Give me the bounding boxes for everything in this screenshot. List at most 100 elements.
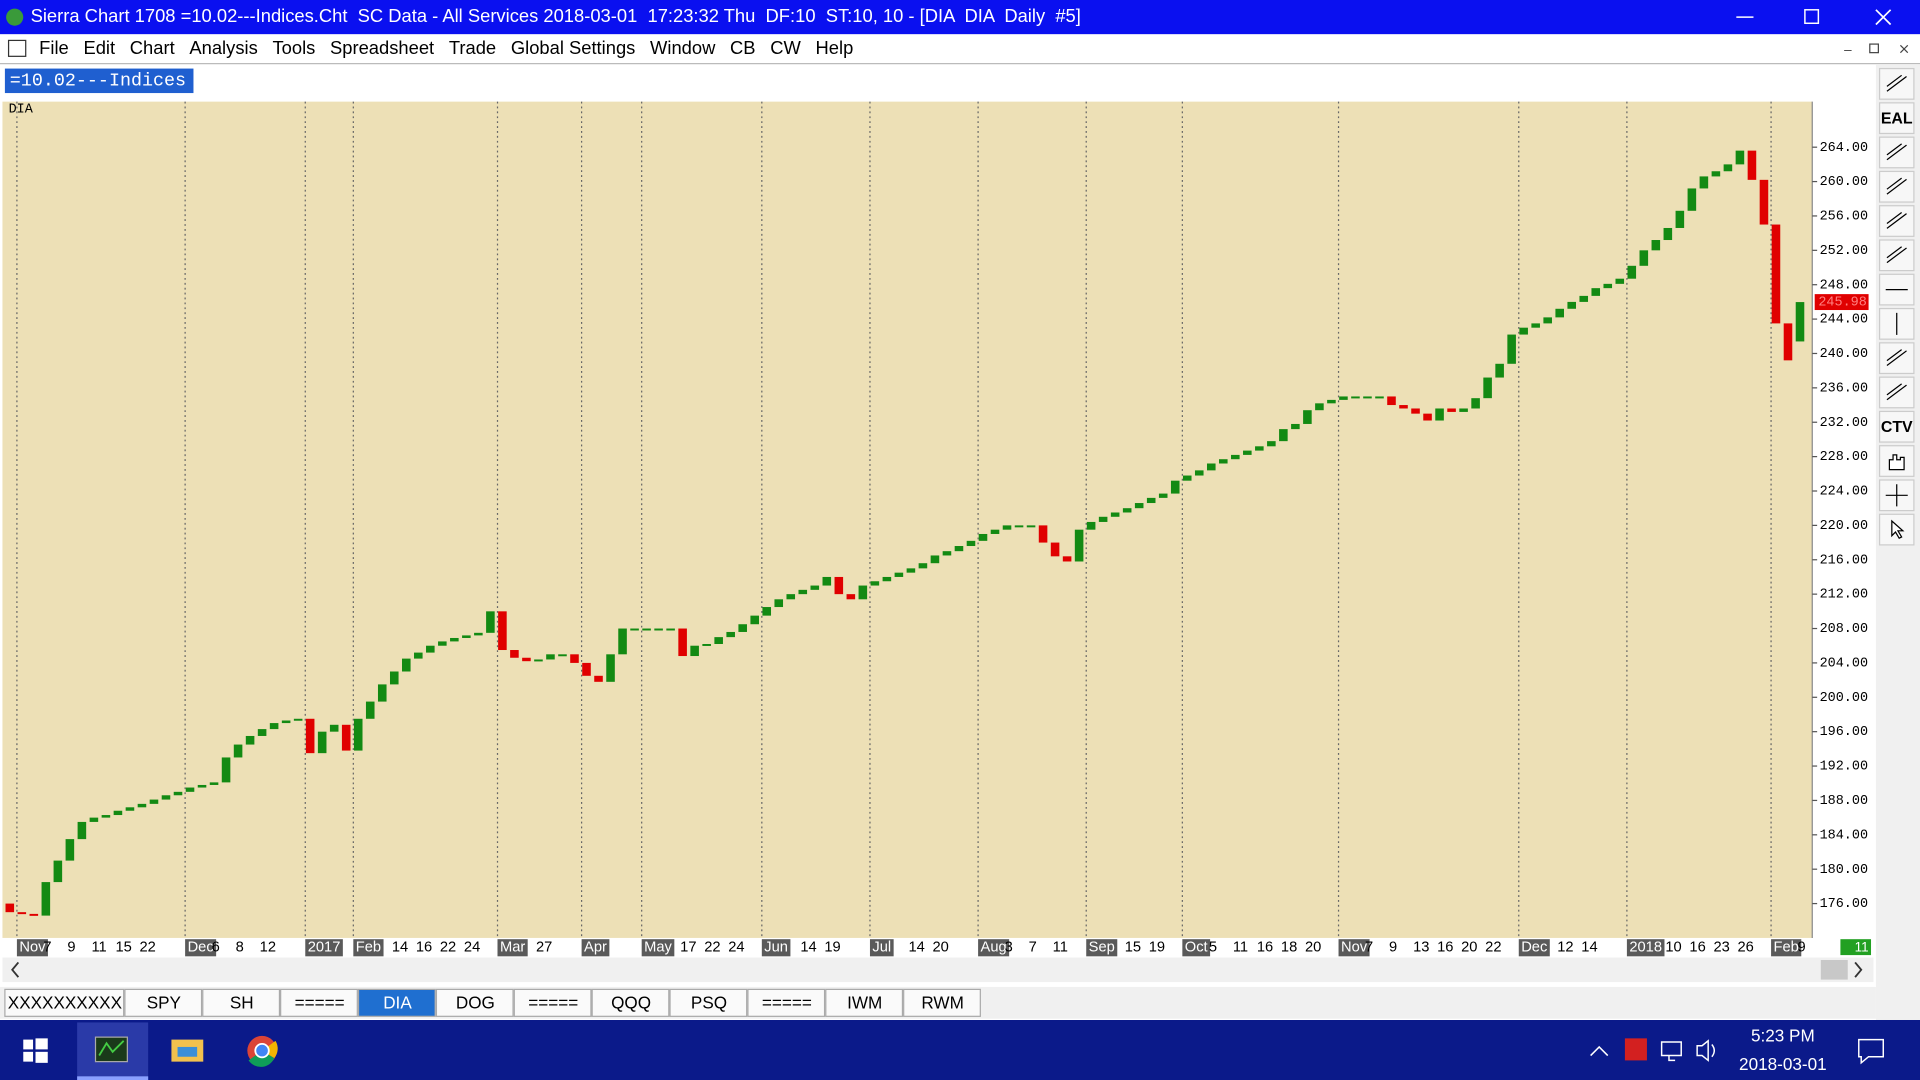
- tool-button[interactable]: [1878, 513, 1915, 546]
- tab-label[interactable]: =====: [295, 993, 345, 1013]
- clock-date[interactable]: 2018-03-01: [1739, 1054, 1827, 1074]
- tab-label[interactable]: =====: [528, 993, 578, 1013]
- candle-body: [582, 662, 591, 676]
- x-tick-label: 13: [1413, 940, 1429, 956]
- tab-box[interactable]: [357, 988, 436, 1017]
- mdi-restore[interactable]: [1869, 43, 1879, 54]
- candle-body: [714, 637, 723, 644]
- period-label-bg: [978, 939, 1010, 957]
- sierra-icon-line: [98, 1040, 125, 1056]
- x-tick-label: 14: [800, 940, 816, 956]
- scrollbar[interactable]: [2, 957, 1874, 983]
- tab-label[interactable]: =====: [762, 993, 812, 1013]
- candle-body: [498, 611, 507, 651]
- x-tick-label: 27: [536, 940, 552, 956]
- menu-item[interactable]: Window: [650, 37, 716, 58]
- candle-body: [882, 576, 892, 582]
- y-tick-label: 204.00: [1820, 656, 1868, 671]
- candle-body: [978, 533, 988, 541]
- tab-box[interactable]: [124, 988, 203, 1017]
- menu-item[interactable]: Spreadsheet: [330, 37, 434, 58]
- restore-button[interactable]: [1804, 9, 1820, 24]
- candle-body: [546, 654, 555, 660]
- x-tick-label: 7: [1029, 940, 1037, 956]
- candle-body: [654, 628, 663, 631]
- tab-box[interactable]: [513, 988, 592, 1017]
- tray-app-icon[interactable]: [1624, 1038, 1647, 1061]
- tab-label[interactable]: XXXXXXXXXX: [8, 993, 123, 1013]
- candle-body: [389, 671, 399, 685]
- scroll-thumb[interactable]: [1820, 960, 1848, 980]
- candle-body: [1050, 542, 1060, 557]
- candle-body: [377, 684, 387, 702]
- x-tick-label: 26: [1737, 940, 1753, 956]
- candle-body: [1303, 410, 1312, 424]
- notifications[interactable]: [1858, 1038, 1884, 1065]
- x-end-label: 11: [1855, 939, 1869, 954]
- tab-box[interactable]: [435, 988, 514, 1017]
- tool-button[interactable]: [1878, 273, 1915, 306]
- menu-item[interactable]: Chart: [130, 37, 175, 58]
- tab-box[interactable]: [202, 988, 281, 1017]
- candle-body: [317, 731, 327, 754]
- candle-body: [329, 724, 339, 732]
- candle-body: [1219, 459, 1228, 464]
- menu-item[interactable]: File: [39, 37, 69, 58]
- candle-body: [221, 757, 231, 783]
- menu-item[interactable]: CW: [770, 37, 801, 58]
- start-button[interactable]: [23, 1038, 48, 1063]
- tool-label[interactable]: EAL: [1881, 111, 1913, 128]
- menu-item[interactable]: CB: [730, 37, 756, 58]
- period-label-bg: [16, 939, 48, 957]
- candle-body: [269, 723, 279, 730]
- tab-box[interactable]: [903, 988, 981, 1017]
- tab-box[interactable]: [4, 988, 125, 1017]
- tray-expand[interactable]: [1590, 1045, 1609, 1057]
- menu-item[interactable]: Help: [816, 37, 854, 58]
- candle-body: [678, 628, 687, 657]
- tab-label[interactable]: QQQ: [611, 993, 651, 1013]
- candle-body: [618, 628, 627, 655]
- tab-label[interactable]: SH: [230, 993, 254, 1013]
- price-axis: [1812, 101, 1874, 938]
- mdi-minimize[interactable]: –: [1844, 42, 1852, 57]
- tab-box[interactable]: [747, 988, 826, 1017]
- menu-item[interactable]: Edit: [83, 37, 115, 58]
- symbol-label: DIA: [9, 103, 34, 118]
- close-button[interactable]: [1875, 9, 1892, 26]
- tab-box[interactable]: [280, 988, 358, 1017]
- tool-button[interactable]: [1878, 102, 1915, 135]
- menu-item[interactable]: Trade: [449, 37, 496, 58]
- candle-body: [834, 576, 844, 595]
- candle-body: [1339, 396, 1348, 400]
- tool-button[interactable]: [1878, 410, 1915, 443]
- candle-body: [1471, 398, 1480, 409]
- tab-label[interactable]: IWM: [847, 993, 882, 1013]
- clock-time[interactable]: 5:23 PM: [1751, 1026, 1815, 1046]
- tab-label[interactable]: DOG: [456, 993, 495, 1013]
- menu-item[interactable]: Tools: [272, 37, 315, 58]
- mdi-close[interactable]: [1899, 44, 1909, 54]
- tab-label[interactable]: SPY: [147, 993, 182, 1013]
- tab-box[interactable]: [669, 988, 748, 1017]
- tool-label[interactable]: CTV: [1881, 419, 1913, 436]
- period-label-bg: [1182, 939, 1211, 957]
- tab-label[interactable]: DIA: [383, 993, 412, 1013]
- candle-body: [1279, 429, 1288, 442]
- candle-body: [630, 628, 639, 631]
- period-label-bg: [1626, 939, 1665, 957]
- volume-icon[interactable]: [1696, 1039, 1716, 1062]
- tab-label[interactable]: RWM: [921, 993, 964, 1013]
- candle-body: [353, 718, 363, 751]
- tab-label[interactable]: PSQ: [691, 993, 727, 1013]
- x-tick-label: 9: [1798, 940, 1806, 956]
- candle-body: [798, 589, 808, 595]
- network-icon[interactable]: [1660, 1041, 1682, 1062]
- tab-box[interactable]: [825, 988, 904, 1017]
- menu-item[interactable]: Global Settings: [511, 37, 636, 58]
- scroll-right[interactable]: [1854, 961, 1863, 978]
- menu-item[interactable]: Analysis: [189, 37, 257, 58]
- tab-box[interactable]: [591, 988, 670, 1017]
- scroll-left[interactable]: [11, 961, 20, 978]
- candle-body: [786, 594, 796, 600]
